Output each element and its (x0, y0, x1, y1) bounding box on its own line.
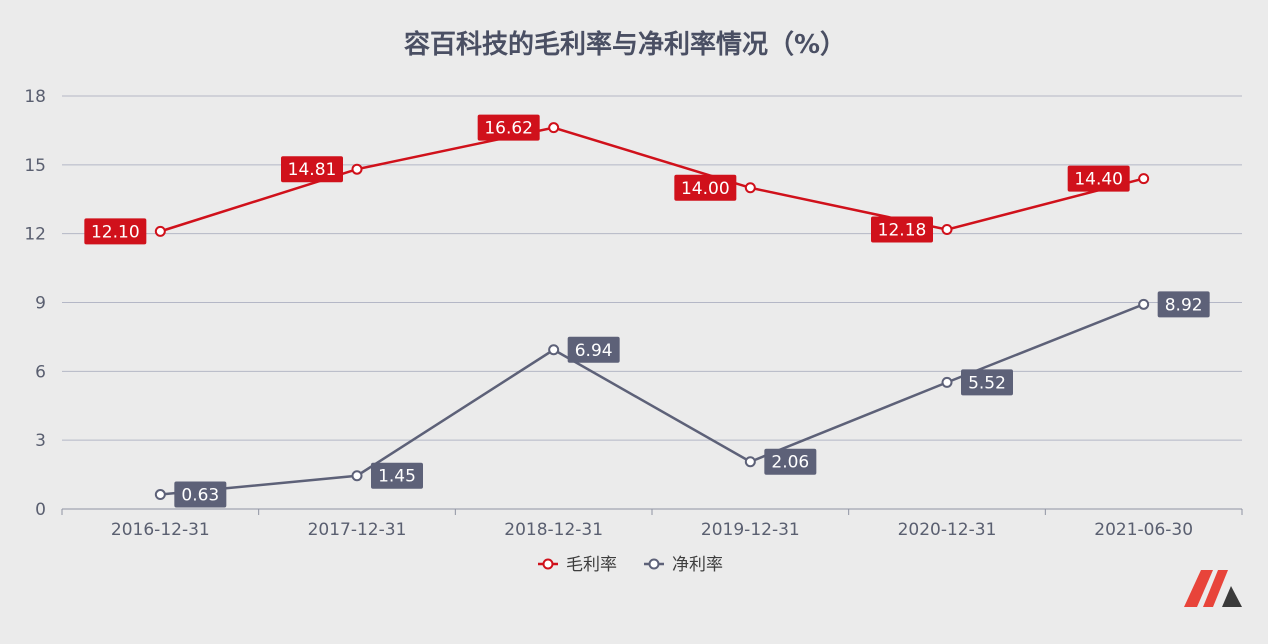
x-tick-label: 2019-12-31 (701, 520, 800, 540)
data-label: 5.52 (968, 373, 1006, 393)
y-tick-label: 18 (24, 87, 46, 107)
x-tick-label: 2018-12-31 (504, 520, 603, 540)
logo-left-stroke (1184, 570, 1213, 607)
data-label: 12.18 (878, 221, 927, 241)
data-label-box (1157, 291, 1210, 318)
x-tick-label: 2021-06-30 (1094, 520, 1193, 540)
data-point[interactable] (154, 225, 166, 237)
data-point[interactable] (351, 163, 363, 175)
data-label-box (84, 218, 147, 245)
data-point[interactable] (548, 122, 560, 134)
data-point[interactable] (548, 344, 560, 356)
data-point[interactable] (1138, 298, 1150, 310)
logo-mid-stroke (1203, 570, 1228, 607)
data-point[interactable] (941, 224, 953, 236)
series-line (160, 303, 1145, 496)
data-label-box (961, 369, 1013, 396)
data-label-box (174, 481, 227, 508)
data-label: 12.10 (91, 222, 140, 242)
data-label: 1.45 (378, 467, 416, 487)
data-label: 14.81 (288, 160, 337, 180)
data-label-box (674, 174, 737, 201)
data-label-box (281, 156, 343, 183)
data-point[interactable] (941, 376, 953, 388)
data-point[interactable] (744, 456, 756, 468)
data-label: 8.92 (1165, 295, 1203, 315)
data-label-box (477, 114, 540, 141)
data-label-box (764, 448, 817, 475)
y-tick-label: 3 (35, 431, 46, 451)
y-tick-label: 15 (24, 156, 46, 176)
y-tick-label: 12 (24, 225, 46, 245)
legend-swatch-marker (648, 558, 660, 570)
legend-label: 净利率 (672, 555, 723, 575)
data-label-box (871, 216, 933, 243)
y-tick-label: 0 (35, 500, 46, 520)
x-tick-label: 2017-12-31 (308, 520, 407, 540)
series-1: 12.10 14.81 16.62 14.00 12.18 14.40 (84, 114, 1150, 245)
legend-item-2[interactable]: 净利率 (644, 555, 723, 575)
x-tick-label: 2016-12-31 (111, 520, 210, 540)
data-point[interactable] (351, 470, 363, 482)
grid (62, 95, 1242, 510)
data-label: 2.06 (771, 453, 809, 473)
data-label: 14.00 (681, 179, 730, 199)
data-label-box (371, 462, 423, 489)
data-point[interactable] (744, 182, 756, 194)
data-label: 16.62 (484, 119, 533, 139)
x-tick-label: 2020-12-31 (898, 520, 997, 540)
data-point[interactable] (154, 489, 166, 501)
brand-logo (1184, 570, 1242, 607)
axes: 0 3 6 9 12 15 18 2016-12-31 2017-12-31 2018-12-31… (24, 87, 1243, 540)
data-label: 0.63 (181, 486, 219, 506)
y-tick-label: 9 (35, 294, 46, 314)
data-label: 14.40 (1074, 170, 1123, 190)
data-point[interactable] (1138, 173, 1150, 185)
data-label-box (567, 336, 620, 363)
legend-item-1[interactable]: 毛利率 (538, 555, 617, 575)
legend[interactable]: 毛利率 净利率 (538, 555, 723, 575)
series: 12.10 14.81 16.62 14.00 12.18 14.40 0.63 1.45 6.… (84, 114, 1210, 508)
chart-title: 容百科技的毛利率与净利率情况（%） (404, 29, 846, 60)
data-label: 6.94 (575, 341, 613, 361)
y-tick-label: 6 (35, 362, 46, 382)
data-label-box (1067, 165, 1130, 192)
legend-label: 毛利率 (566, 555, 617, 575)
legend-swatch-marker (542, 558, 554, 570)
logo-shadow-stroke (1222, 586, 1242, 607)
series-2: 0.63 1.45 6.94 2.06 5.52 8.92 (154, 291, 1210, 508)
